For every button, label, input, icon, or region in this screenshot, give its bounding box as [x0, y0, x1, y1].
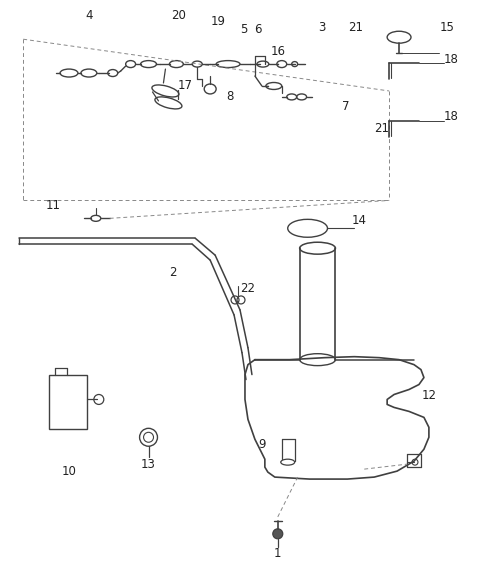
Text: 2: 2 — [168, 265, 176, 279]
Text: 1: 1 — [274, 547, 282, 560]
Text: 15: 15 — [439, 21, 454, 34]
Text: 21: 21 — [373, 122, 389, 135]
Text: 19: 19 — [211, 15, 226, 28]
Text: 13: 13 — [141, 458, 156, 471]
Text: 7: 7 — [342, 100, 349, 113]
Text: 11: 11 — [46, 199, 60, 212]
Text: 4: 4 — [85, 9, 93, 22]
Text: 5: 5 — [240, 23, 248, 36]
Text: 18: 18 — [444, 53, 458, 66]
Bar — [49, 374, 87, 429]
Text: 22: 22 — [240, 282, 255, 294]
Text: 9: 9 — [258, 438, 265, 451]
Text: 17: 17 — [178, 80, 193, 92]
Text: 10: 10 — [61, 464, 76, 478]
Text: 16: 16 — [270, 44, 285, 58]
Text: 8: 8 — [227, 91, 234, 103]
Text: 14: 14 — [352, 214, 367, 227]
Text: 18: 18 — [444, 110, 458, 123]
Text: 21: 21 — [348, 21, 363, 34]
Text: 20: 20 — [171, 9, 186, 22]
Text: 12: 12 — [421, 389, 436, 402]
Circle shape — [273, 529, 283, 539]
Text: 6: 6 — [254, 23, 262, 36]
Text: 3: 3 — [318, 21, 325, 34]
